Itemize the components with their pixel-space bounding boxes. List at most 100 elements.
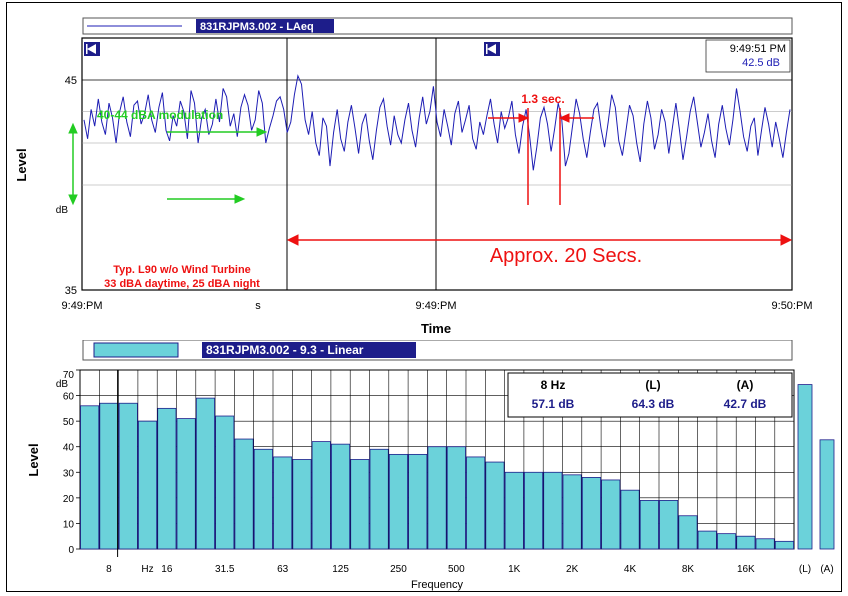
spectrum-bar	[639, 500, 659, 550]
spectrum-bar	[620, 489, 640, 550]
time-x-tick-middle: 9:49:PM	[416, 300, 457, 312]
spectrum-bar	[388, 453, 408, 550]
readout-l-label: (L)	[645, 378, 660, 392]
spectrum-y-tick-label: 50	[63, 417, 75, 428]
time-y-tick-45: 45	[65, 75, 77, 87]
readout-freq-value: 57.1 dB	[532, 397, 575, 411]
spectrum-x-tick-label: 16	[161, 564, 173, 575]
time-gridlines	[82, 79, 792, 186]
spectrum-bars	[80, 397, 794, 550]
spectrum-bar	[234, 438, 254, 550]
spectrum-y-tick-label: 40	[63, 443, 75, 454]
time-x-axis-label: Time	[421, 321, 451, 336]
time-history-chart: 831RJPM3.002 - LAeq 9:49:51 PM 42.5 dB	[14, 17, 813, 336]
spectrum-bar	[427, 446, 447, 550]
legend-label: 831RJPM3.002 - LAeq	[200, 21, 314, 33]
spectrum-y-tick-label: 30	[63, 468, 75, 479]
spectrum-y-tick-label: 60	[63, 392, 75, 403]
overall-bar	[819, 439, 835, 550]
time-x-tick-end: 9:50:PM	[772, 300, 813, 312]
approx-arrow	[286, 234, 793, 246]
spectrum-x-tick-label: 125	[332, 564, 349, 575]
modulation-label: 40-44 dBA modulation	[97, 108, 223, 122]
spectrum-bar	[408, 453, 428, 550]
spectrum-bar	[157, 407, 177, 550]
spectrum-bar	[755, 538, 775, 550]
interval-label: 1.3 sec.	[521, 92, 564, 106]
spectrum-bar	[311, 441, 331, 550]
spectrum-bar	[601, 479, 621, 550]
spectrum-bar	[774, 540, 794, 550]
time-plot-border	[81, 37, 793, 291]
spectrum-y-tick-label: 0	[68, 545, 74, 556]
marker-icon-left[interactable]	[84, 42, 100, 56]
spectrum-x-tick-label: 8K	[682, 564, 695, 575]
readout-freq-label: 8 Hz	[541, 378, 566, 392]
spectrum-x-tick-label: 63	[277, 564, 289, 575]
spectrum-x-tick-label: 250	[390, 564, 407, 575]
spectrum-y-tick-label: 70	[63, 370, 75, 381]
spectrum-bar	[195, 397, 216, 550]
spectrum-chart: 831RJPM3.002 - 9.3 - Linear (L) (A) 8 Hz …	[26, 340, 835, 591]
spectrum-x-tick-label: 8	[106, 564, 112, 575]
legend-bar	[82, 17, 793, 35]
spectrum-x-tick-label: 1K	[508, 564, 521, 575]
time-y-tick-35: 35	[65, 285, 77, 297]
spectrum-x-tick-label: 500	[448, 564, 465, 575]
spectrum-x-tick-label: 2K	[566, 564, 579, 575]
cursor-readout-level: 42.5 dB	[742, 57, 780, 69]
spectrum-y-tick-label: 20	[63, 494, 75, 505]
overall-bar-label: (L)	[799, 564, 811, 575]
approx-label: Approx. 20 Secs.	[490, 245, 642, 267]
spectrum-bar	[485, 461, 505, 550]
spectrum-y-tick-label: 10	[63, 519, 75, 530]
time-plot-area: 9:49:51 PM 42.5 dB	[81, 37, 793, 291]
spectrum-bar	[292, 459, 312, 550]
spectrum-bar	[524, 471, 544, 550]
spectrum-bar	[350, 459, 370, 550]
l90-label-line1: Typ. L90 w/o Wind Turbine	[113, 264, 251, 276]
spectrum-bar	[118, 402, 138, 550]
spectrum-bar	[99, 402, 119, 550]
modulation-annotation	[68, 122, 268, 206]
spectrum-bar	[80, 405, 100, 550]
time-y-unit: dB	[56, 205, 69, 216]
readout-a-label: (A)	[737, 378, 754, 392]
spectrum-legend-label: 831RJPM3.002 - 9.3 - Linear	[206, 343, 364, 357]
spectrum-bar	[562, 474, 582, 550]
spectrum-bar	[466, 456, 486, 550]
spectrum-y-axis-label: Level	[26, 443, 41, 476]
spectrum-legend-bar	[82, 340, 793, 361]
marker-icon-center[interactable]	[484, 42, 500, 56]
spectrum-y-ticks: 0 10 20 30 40 50 60 70	[63, 369, 80, 556]
spectrum-bar	[543, 471, 563, 550]
spectrum-bar	[659, 500, 679, 550]
readout-l-value: 64.3 dB	[632, 397, 675, 411]
spectrum-x-tick-label: Hz	[141, 564, 153, 575]
time-x-tick-start: 9:49:PM	[62, 300, 103, 312]
spectrum-x-tick-label: 4K	[624, 564, 637, 575]
spectrum-bar	[581, 476, 601, 550]
spectrum-readout-box	[507, 372, 793, 418]
spectrum-bar	[697, 530, 717, 550]
spectrum-legend-swatch	[93, 342, 179, 358]
spectrum-y-unit: dB	[56, 379, 69, 390]
cursor-readout-time: 9:49:51 PM	[730, 43, 786, 55]
laeq-series-line	[83, 74, 791, 171]
spectrum-bar	[678, 515, 698, 550]
spectrum-bar	[137, 420, 158, 550]
spectrum-bar	[176, 418, 196, 550]
spectrum-x-tick-label: 16K	[737, 564, 755, 575]
spectrum-legend-label-bg	[202, 342, 416, 358]
spectrum-x-axis-label: Frequency	[411, 579, 463, 591]
spectrum-bar	[273, 456, 293, 550]
spectrum-bar	[369, 448, 389, 550]
spectrum-bar	[504, 471, 524, 550]
time-y-axis-label: Level	[14, 148, 29, 181]
l90-label-line2: 33 dBA daytime, 25 dBA night	[104, 278, 260, 290]
cursor-readout-box	[705, 39, 791, 73]
spectrum-bar	[330, 443, 351, 550]
overall-level-bars: (L) (A)	[797, 384, 835, 575]
spectrum-bar	[253, 448, 273, 550]
